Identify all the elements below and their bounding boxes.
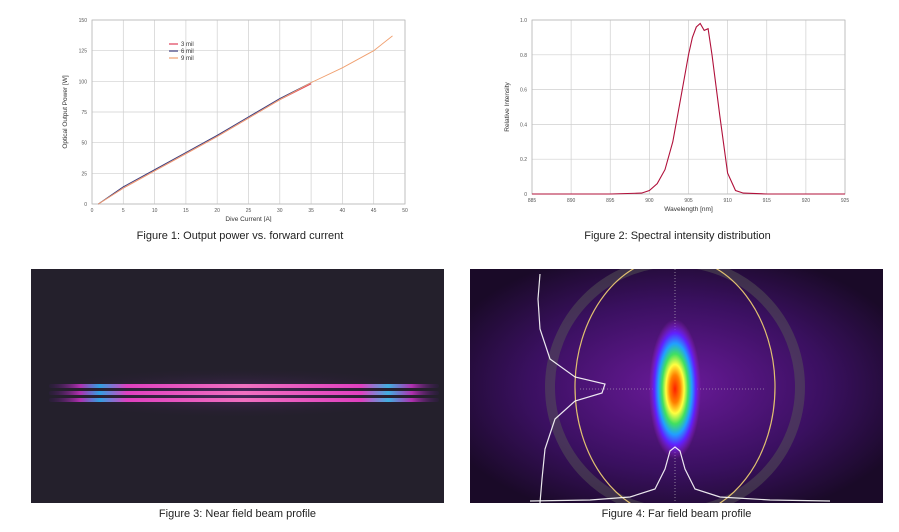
far-field-outline [574, 269, 776, 503]
x-tick-label: 895 [606, 198, 615, 204]
x-tick-label: 925 [841, 198, 850, 204]
x-tick-label: 35 [308, 208, 314, 214]
x-tick-label: 920 [802, 198, 811, 204]
far-field-beam-image [470, 269, 883, 503]
plot-frame [531, 19, 846, 195]
x-tick-label: 0 [91, 208, 94, 214]
series-line [98, 83, 312, 205]
x-tick-label: 25 [246, 208, 252, 214]
y-tick-label: 75 [81, 110, 87, 116]
near-field-stripe [49, 384, 439, 388]
x-tick-label: 900 [645, 198, 654, 204]
x-tick-label: 30 [277, 208, 283, 214]
x-tick-label: 5 [122, 208, 125, 214]
y-tick-label: 0.2 [520, 157, 527, 163]
figure-1-caption: Figure 1: Output power vs. forward curre… [136, 230, 344, 242]
x-tick-label: 890 [567, 198, 576, 204]
x-tick-label: 915 [763, 198, 772, 204]
series-line [532, 22, 845, 195]
x-tick-label: 20 [214, 208, 220, 214]
x-tick-label: 10 [152, 208, 158, 214]
x-tick-label: 910 [723, 198, 732, 204]
legend-label: 3 mil [181, 42, 194, 48]
x-tick-label: 50 [402, 208, 408, 214]
figure-3-caption: Figure 3: Near field beam profile [158, 508, 317, 520]
y-tick-label: 0.4 [520, 122, 527, 128]
plot-frame [91, 19, 406, 205]
x-tick-label: 45 [371, 208, 377, 214]
y-tick-label: 25 [81, 171, 87, 177]
figure-4-caption: Figure 4: Far field beam profile [601, 508, 752, 520]
near-field-stripe [49, 391, 439, 395]
figure-2-caption: Figure 2: Spectral intensity distributio… [584, 230, 771, 242]
near-field-beam-image [31, 269, 444, 503]
near-field-stripe [49, 398, 439, 402]
legend-label: 9 mil [181, 56, 194, 62]
y-tick-label: 0 [84, 202, 87, 208]
y-axis-label: Relative Intensity [504, 82, 511, 132]
series-line [98, 35, 393, 205]
y-tick-label: 0 [524, 192, 527, 198]
y-axis-label: Optical Output Power [W] [62, 75, 69, 149]
y-tick-label: 50 [81, 141, 87, 147]
x-axis-label: Wavelength [nm] [664, 206, 713, 213]
y-tick-label: 125 [79, 49, 88, 55]
y-tick-label: 150 [79, 18, 88, 24]
vertical-intensity-profile [537, 273, 606, 503]
x-tick-label: 905 [684, 198, 693, 204]
y-tick-label: 100 [79, 79, 88, 85]
y-tick-label: 0.6 [520, 88, 527, 94]
x-tick-label: 885 [528, 198, 537, 204]
output-power-chart: 0 5 10 15 20 25 30 35 40 45 50 0 25 50 75 100 125 150 Dive… [62, 18, 408, 222]
beam-spot [649, 319, 701, 459]
y-tick-label: 0.8 [520, 53, 527, 59]
spectral-intensity-chart: 885 890 895 900 905 910 915 920 925 0 0.2 0.4 0.6 0.8… [504, 18, 850, 213]
x-axis-label: Dive Current [A] [225, 216, 271, 222]
legend-label: 6 mil [181, 49, 194, 55]
detector-ring [545, 269, 805, 503]
x-tick-label: 15 [183, 208, 189, 214]
horizontal-intensity-profile [529, 446, 831, 502]
y-tick-label: 1.0 [520, 18, 527, 24]
series-line [98, 82, 312, 205]
x-tick-label: 40 [340, 208, 346, 214]
